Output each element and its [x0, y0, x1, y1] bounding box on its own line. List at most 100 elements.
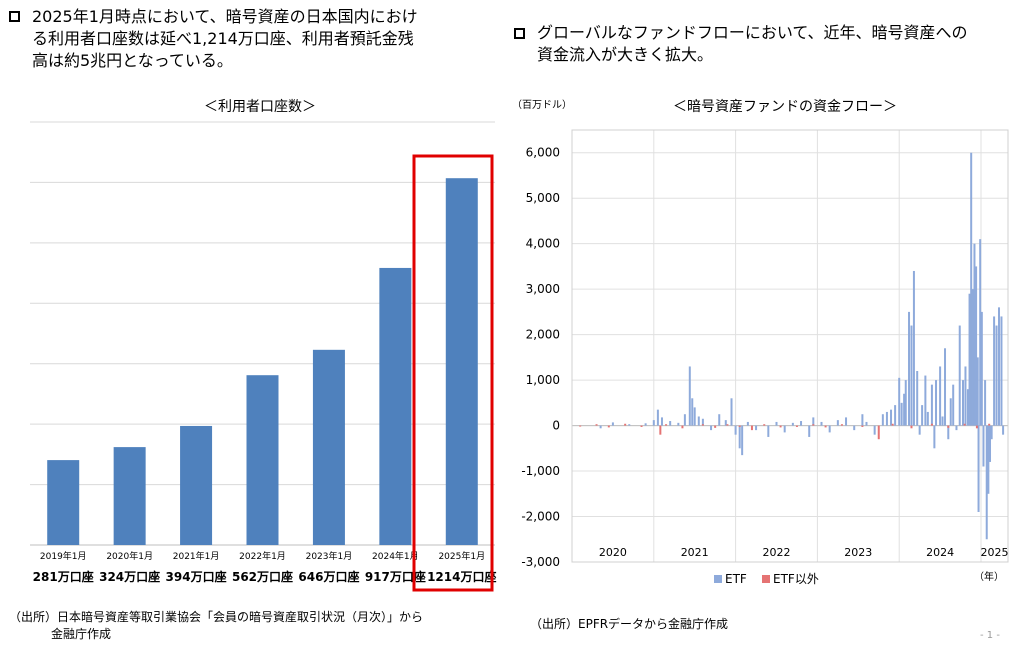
- flow-bar: [985, 425, 988, 540]
- y-tick-label: -2,000: [521, 510, 560, 524]
- flow-bar: [812, 417, 815, 426]
- right-heading: グローバルなファンドフローにおいて、近年、暗号資産への 資金流入が大きく拡大。: [537, 22, 1017, 66]
- flow-bar: [900, 402, 903, 426]
- flow-bar: [691, 398, 694, 426]
- flow-bar: [894, 405, 897, 426]
- flow-bar: [812, 424, 815, 426]
- y-tick-label: 4,000: [526, 237, 560, 251]
- x-tick-label: 2021年1月: [173, 550, 220, 562]
- value-label: 562万口座: [232, 569, 293, 584]
- flow-bar: [958, 325, 961, 426]
- flow-bar: [1000, 316, 1003, 426]
- left-heading-line: 高は約5兆円となっている。: [32, 51, 233, 70]
- x-tick-label: 2023年1月: [306, 550, 353, 562]
- flow-bar: [677, 422, 680, 426]
- bar: [246, 375, 279, 545]
- flow-bar: [741, 425, 744, 456]
- flow-bar: [995, 325, 998, 426]
- x-tick-label: 2024年1月: [372, 550, 419, 562]
- flow-bar: [660, 417, 663, 426]
- flow-bar: [971, 289, 974, 426]
- legend-label: ETF以外: [773, 572, 819, 586]
- flow-bar: [697, 416, 700, 426]
- left-source-line: （出所）日本暗号資産等取引業協会「会員の暗号資産取引状況（月次）」から: [9, 610, 424, 624]
- x-tick-label: 2020: [599, 546, 627, 559]
- flow-bar: [881, 414, 884, 426]
- flow-bar: [611, 422, 614, 426]
- flow-bar: [783, 425, 786, 433]
- flow-bar: [853, 425, 856, 431]
- x-tick-label: 2024: [926, 546, 954, 559]
- flow-bar: [975, 266, 978, 426]
- flow-bar: [738, 425, 741, 449]
- flow-bar: [767, 425, 770, 437]
- flow-bar: [873, 425, 876, 435]
- flow-bar: [669, 421, 672, 426]
- flow-bar: [652, 420, 655, 426]
- flow-bar: [924, 375, 927, 426]
- flow-bar: [984, 380, 987, 426]
- flow-bar: [990, 425, 993, 440]
- flow-bar: [755, 425, 758, 431]
- bar: [312, 349, 345, 545]
- left-heading-line: 2025年1月時点において、暗号資産の日本国内におけ: [32, 7, 418, 26]
- flow-bar: [949, 398, 952, 426]
- x-tick-label: 2022年1月: [239, 550, 286, 562]
- flow-bar: [861, 425, 864, 427]
- year-unit-label: （年）: [974, 570, 1004, 583]
- flow-bar: [933, 425, 936, 449]
- flow-bar: [820, 421, 823, 426]
- flow-bar: [628, 424, 631, 426]
- flow-bar: [693, 407, 696, 426]
- bar: [180, 425, 213, 545]
- flow-bar: [916, 371, 919, 426]
- flow-bar: [903, 393, 906, 426]
- flow-bar: [955, 425, 958, 431]
- flow-bar: [710, 425, 713, 431]
- flow-bar: [963, 423, 966, 426]
- value-label: 917万口座: [365, 569, 426, 584]
- flow-bar: [930, 423, 933, 426]
- flow-bar: [926, 411, 929, 426]
- flow-bar: [918, 425, 921, 435]
- flow-bar: [970, 152, 973, 426]
- flow-bar: [701, 418, 704, 426]
- flow-bar: [947, 425, 950, 440]
- flow-bar: [912, 270, 915, 426]
- flow-bar: [1002, 425, 1005, 435]
- flow-bar: [921, 405, 924, 426]
- x-tick-label: 2023: [844, 546, 872, 559]
- flow-bar: [640, 425, 643, 427]
- flow-bar: [845, 417, 848, 426]
- flow-bar: [808, 425, 811, 437]
- x-tick-label: 2022: [763, 546, 791, 559]
- value-label: 281万口座: [33, 569, 94, 584]
- flow-bar: [939, 366, 942, 426]
- flow-bar: [993, 316, 996, 426]
- flow-bar: [910, 425, 913, 429]
- left-heading: 2025年1月時点において、暗号資産の日本国内におけ る利用者口座数は延べ1,2…: [32, 6, 492, 72]
- flow-bar: [701, 424, 704, 426]
- flow-bar: [656, 409, 659, 426]
- y-tick-label: 1,000: [526, 373, 560, 387]
- left-heading-line: る利用者口座数は延べ1,214万口座、利用者預託金残: [32, 29, 414, 48]
- value-label: 324万口座: [99, 569, 160, 584]
- flow-bar: [910, 325, 913, 426]
- flow-bar: [734, 425, 737, 435]
- flow-bar: [779, 425, 782, 428]
- flow-bar: [763, 424, 766, 426]
- flow-bar: [836, 420, 839, 426]
- flow-bar: [840, 424, 843, 426]
- bullet-square: [9, 11, 20, 22]
- bar: [47, 460, 80, 545]
- flow-bar: [665, 424, 668, 426]
- flow-bar: [904, 380, 907, 426]
- flow-bar: [824, 425, 827, 428]
- flow-bar: [865, 421, 868, 426]
- y-tick-label: 2,000: [526, 328, 560, 342]
- flow-bar: [791, 422, 794, 426]
- flow-bar: [718, 414, 721, 426]
- legend-label: ETF: [725, 572, 747, 586]
- x-tick-label: 2025: [981, 546, 1009, 559]
- flow-bar: [944, 348, 947, 426]
